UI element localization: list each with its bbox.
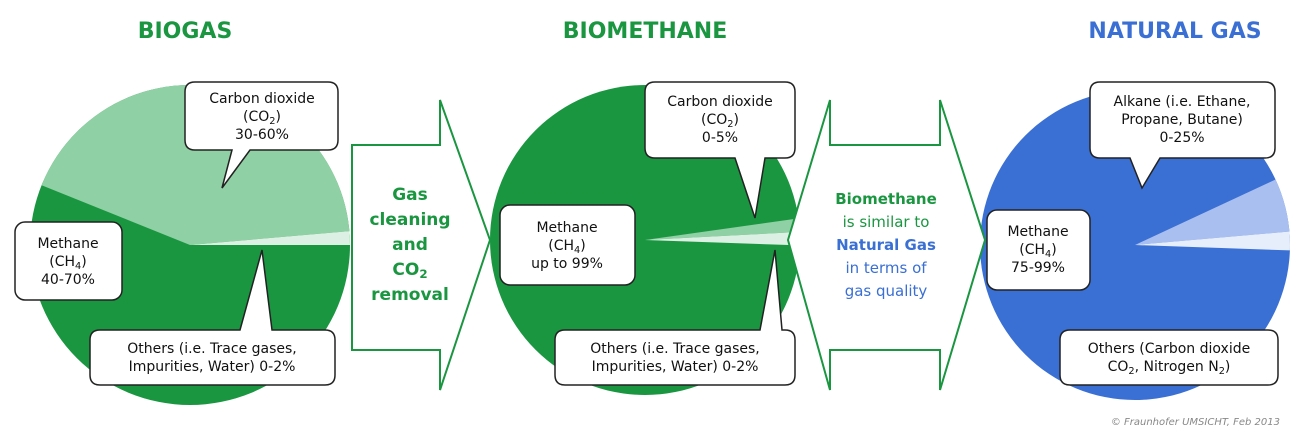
text-segment: ) <box>734 112 739 128</box>
callout-line: 0-25% <box>1159 130 1204 146</box>
text-segment: 40-70% <box>41 272 95 288</box>
callout-line: Others (Carbon dioxide <box>1088 341 1250 357</box>
callout-line: Methane <box>37 236 98 252</box>
arrow-line: cleaning <box>369 210 450 230</box>
subscript: 4 <box>574 245 580 256</box>
text-segment: removal <box>371 285 449 305</box>
section-title: BIOMETHANE <box>563 19 727 44</box>
text-segment: Others (Carbon dioxide <box>1088 341 1250 357</box>
text-segment: in terms of <box>845 259 927 277</box>
text-segment: 0-5% <box>702 130 738 146</box>
text-segment: ) <box>1051 242 1056 258</box>
callout-line: (CO2) <box>243 109 281 127</box>
callout-line: 0-5% <box>702 130 738 146</box>
text-segment: Natural Gas <box>836 236 936 254</box>
arrow-line: Natural Gas <box>836 236 936 254</box>
callout-line: (CH4) <box>548 238 585 256</box>
text-segment: is similar to <box>843 213 930 231</box>
subscript: 4 <box>75 261 81 272</box>
arrow-line: and <box>392 235 428 255</box>
subscript: 2 <box>419 267 427 281</box>
text-segment: Methane <box>536 220 597 236</box>
text-segment: Alkane (i.e. Ethane, <box>1114 94 1251 110</box>
callout-line: 40-70% <box>41 272 95 288</box>
subscript: 4 <box>1045 249 1051 260</box>
text-segment: ) <box>81 254 86 270</box>
text-segment: (CH <box>548 238 574 254</box>
callout-line: Alkane (i.e. Ethane, <box>1114 94 1251 110</box>
callout-line: Carbon dioxide <box>667 94 772 110</box>
text-segment: Impurities, Water) 0-2% <box>592 359 759 375</box>
callout-line: Methane <box>536 220 597 236</box>
arrow-line: in terms of <box>845 259 927 277</box>
subscript: 2 <box>1219 366 1225 377</box>
callout-line: Others (i.e. Trace gases, <box>590 341 760 357</box>
process-arrow <box>351 99 492 391</box>
callout-line: Impurities, Water) 0-2% <box>592 359 759 375</box>
text-segment: Others (i.e. Trace gases, <box>590 341 760 357</box>
callout-line: Methane <box>1007 224 1068 240</box>
text-segment: (CH <box>1019 242 1045 258</box>
text-segment: Impurities, Water) 0-2% <box>129 359 296 375</box>
callout-line: Carbon dioxide <box>209 91 314 107</box>
text-segment: Methane <box>37 236 98 252</box>
callout-line: Propane, Butane) <box>1121 112 1243 128</box>
callout-line: 30-60% <box>235 127 289 143</box>
text-segment: Propane, Butane) <box>1121 112 1243 128</box>
callout-boxes <box>14 81 1279 386</box>
subscript: 2 <box>1128 366 1134 377</box>
callout-line: Others (i.e. Trace gases, <box>127 341 297 357</box>
section-title: NATURAL GAS <box>1088 19 1261 44</box>
natural-gas-pie <box>980 90 1290 400</box>
text-segment: cleaning <box>369 210 450 230</box>
text-segment: ) <box>276 109 281 125</box>
arrow-line: removal <box>371 285 449 305</box>
subscript: 2 <box>727 119 733 130</box>
text-segment: 75-99% <box>1011 260 1065 276</box>
comparison-arrow <box>786 99 987 391</box>
arrow-line: CO2 <box>392 260 427 281</box>
callout-line: 75-99% <box>1011 260 1065 276</box>
callout-line: up to 99% <box>531 256 603 272</box>
arrow-line: is similar to <box>843 213 930 231</box>
text-segment: gas quality <box>845 282 928 300</box>
arrow-line: Biomethane <box>835 190 937 208</box>
arrow-line: Gas <box>392 185 428 205</box>
text-segment: Methane <box>1007 224 1068 240</box>
text-segment: and <box>392 235 428 255</box>
text-segment: CO <box>392 260 419 280</box>
biomethane-pie <box>490 85 801 395</box>
text-segment: 30-60% <box>235 127 289 143</box>
text-segment: Carbon dioxide <box>667 94 772 110</box>
callout-line: Impurities, Water) 0-2% <box>129 359 296 375</box>
text-segment: Carbon dioxide <box>209 91 314 107</box>
text-segment: Gas <box>392 185 428 205</box>
text-segment: CO <box>1108 359 1129 375</box>
text-segment: (CH <box>49 254 75 270</box>
callout-line: CO2, Nitrogen N2) <box>1108 359 1231 377</box>
text-segment: up to 99% <box>531 256 603 272</box>
text-segment: (CO <box>243 109 269 125</box>
text-segment: ) <box>580 238 585 254</box>
arrow-line: gas quality <box>845 282 928 300</box>
text-segment: Others (i.e. Trace gases, <box>127 341 297 357</box>
text-segment: ) <box>1225 359 1230 375</box>
subscript: 2 <box>269 116 275 127</box>
text-segment: (CO <box>701 112 727 128</box>
section-title: BIOGAS <box>138 19 233 44</box>
text-segment: , Nitrogen N <box>1135 359 1219 375</box>
text-segment: Biomethane <box>835 190 937 208</box>
credit: © Fraunhofer UMSICHT, Feb 2013 <box>1111 417 1280 428</box>
callout-line: (CH4) <box>1019 242 1056 260</box>
text-segment: 0-25% <box>1159 130 1204 146</box>
callout-line: (CO2) <box>701 112 739 130</box>
callout-line: (CH4) <box>49 254 86 272</box>
